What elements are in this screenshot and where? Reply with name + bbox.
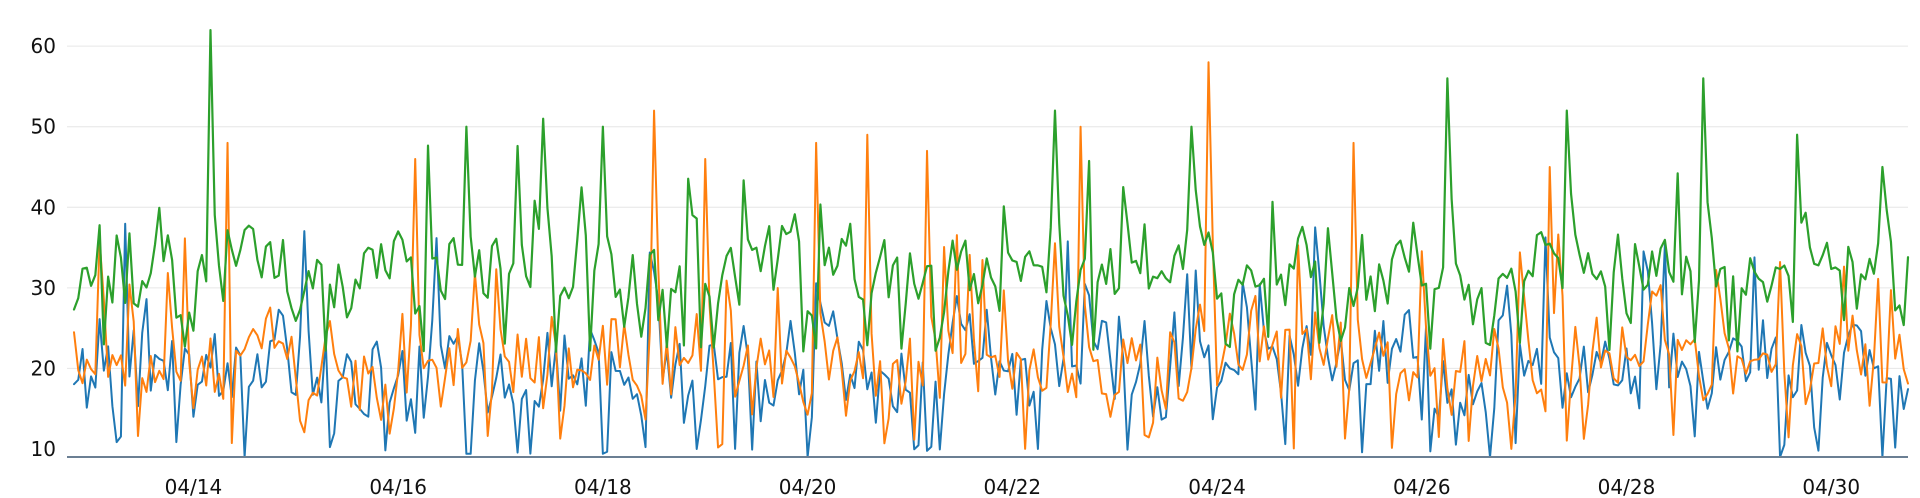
y-tick-label: 60 (31, 34, 56, 58)
y-tick-label: 20 (31, 356, 56, 380)
x-tick-label: 04/14 (165, 475, 223, 498)
x-tick-label: 04/20 (779, 475, 837, 498)
y-tick-label: 10 (31, 437, 56, 461)
y-tick-label: 40 (31, 195, 56, 219)
x-tick-label: 04/24 (1188, 475, 1246, 498)
y-tick-label: 50 (31, 115, 56, 139)
series-layer (72, 28, 1910, 458)
x-tick-label: 04/30 (1802, 475, 1860, 498)
series-line (72, 28, 1910, 353)
x-tick-label: 04/26 (1393, 475, 1451, 498)
x-tick-label: 04/28 (1598, 475, 1656, 498)
x-tick-label: 04/22 (984, 475, 1042, 498)
x-tick-label: 04/18 (574, 475, 632, 498)
y-tick-label: 30 (31, 276, 56, 300)
series-line (73, 61, 1909, 450)
x-tick-label: 04/16 (369, 475, 427, 498)
x-axis-ticks: 04/14 04/16 04/18 04/20 04/22 04/24 04/26 04/28… (165, 475, 1860, 498)
series-line (73, 222, 1909, 458)
y-axis-ticks: 10 20 30 40 50 60 (31, 34, 56, 461)
